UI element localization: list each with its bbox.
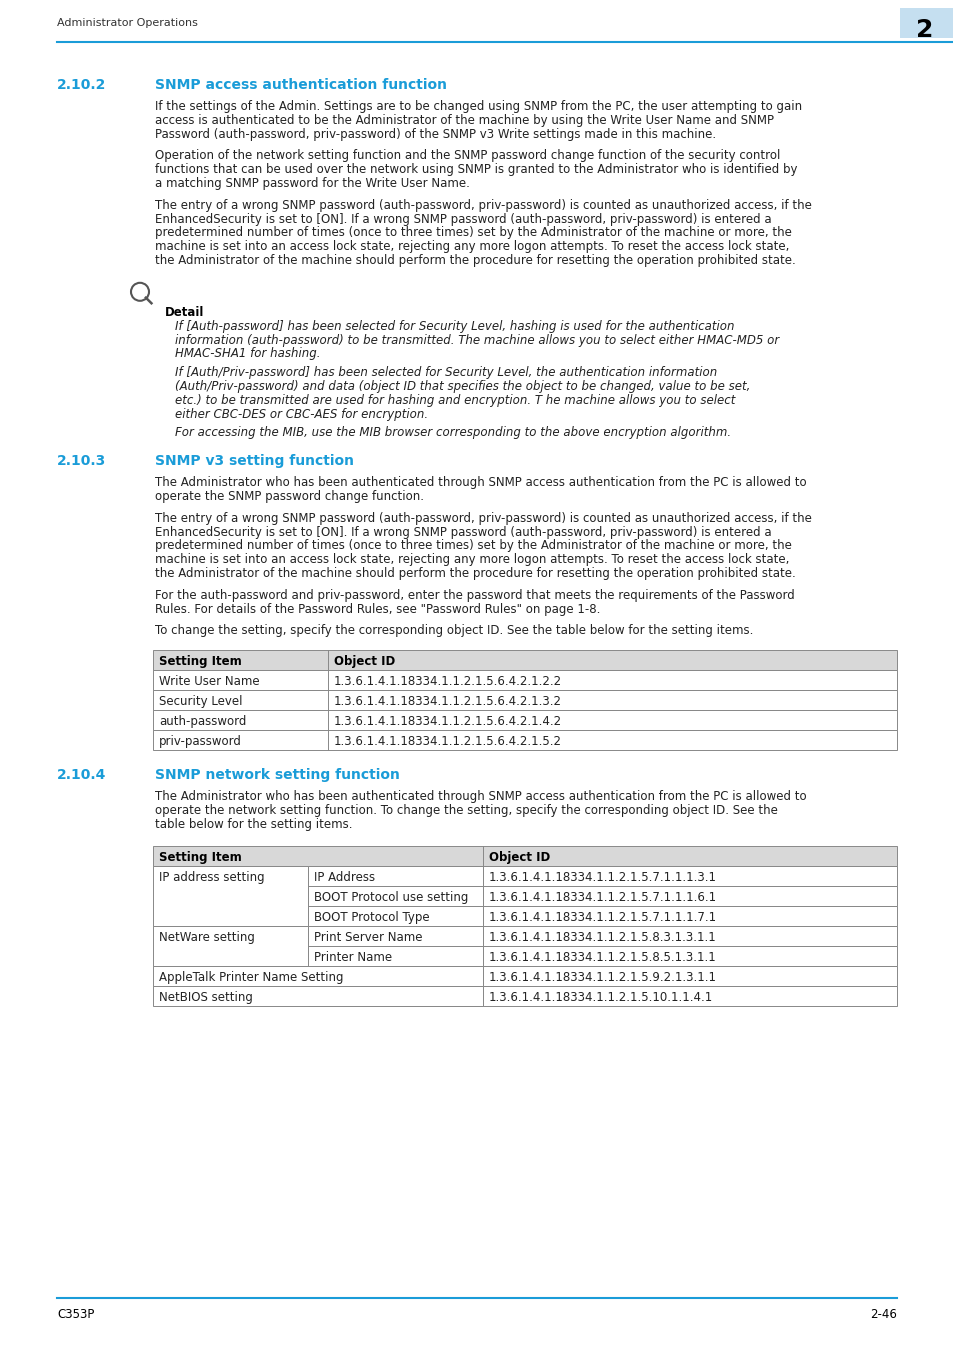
Text: Printer Name: Printer Name <box>314 950 392 964</box>
Bar <box>152 965 482 986</box>
Text: SNMP network setting function: SNMP network setting function <box>154 768 399 782</box>
Bar <box>152 670 896 690</box>
Text: SNMP v3 setting function: SNMP v3 setting function <box>154 454 354 468</box>
Bar <box>308 865 482 886</box>
Text: The entry of a wrong SNMP password (auth-password, priv-password) is counted as : The entry of a wrong SNMP password (auth… <box>154 512 811 525</box>
Text: NetWare setting: NetWare setting <box>159 930 254 944</box>
Text: Object ID: Object ID <box>489 850 550 864</box>
Text: Print Server Name: Print Server Name <box>314 930 422 944</box>
Text: 1.3.6.1.4.1.18334.1.1.2.1.5.7.1.1.1.6.1: 1.3.6.1.4.1.18334.1.1.2.1.5.7.1.1.1.6.1 <box>489 891 717 903</box>
Text: Security Level: Security Level <box>159 695 242 709</box>
Bar <box>308 986 482 1006</box>
Text: 1.3.6.1.4.1.18334.1.1.2.1.5.6.4.2.1.5.2: 1.3.6.1.4.1.18334.1.1.2.1.5.6.4.2.1.5.2 <box>334 736 561 748</box>
Text: Password (auth-password, priv-password) of the SNMP v3 Write settings made in th: Password (auth-password, priv-password) … <box>154 128 716 140</box>
Text: Setting Item: Setting Item <box>159 655 241 668</box>
Text: 2: 2 <box>915 18 933 42</box>
Text: auth-password: auth-password <box>159 716 246 728</box>
Text: NetBIOS setting: NetBIOS setting <box>159 991 253 1003</box>
Text: Operation of the network setting function and the SNMP password change function : Operation of the network setting functio… <box>154 150 780 162</box>
Text: a matching SNMP password for the Write User Name.: a matching SNMP password for the Write U… <box>154 177 470 190</box>
Text: etc.) to be transmitted are used for hashing and encryption. T he machine allows: etc.) to be transmitted are used for has… <box>174 394 735 406</box>
Text: EnhancedSecurity is set to [ON]. If a wrong SNMP password (auth-password, priv-p: EnhancedSecurity is set to [ON]. If a wr… <box>154 212 771 225</box>
Bar <box>482 906 896 926</box>
Text: (Auth/Priv-password) and data (object ID that specifies the object to be changed: (Auth/Priv-password) and data (object ID… <box>174 379 750 393</box>
Bar <box>482 865 896 886</box>
Text: machine is set into an access lock state, rejecting any more logon attempts. To : machine is set into an access lock state… <box>154 554 788 566</box>
Text: If [Auth-password] has been selected for Security Level, hashing is used for the: If [Auth-password] has been selected for… <box>174 320 734 333</box>
Text: functions that can be used over the network using SNMP is granted to the Adminis: functions that can be used over the netw… <box>154 163 797 177</box>
Bar <box>308 926 482 945</box>
Bar <box>482 965 896 986</box>
Bar <box>152 865 308 926</box>
Bar <box>482 945 896 965</box>
Bar <box>152 710 896 730</box>
Text: access is authenticated to be the Administrator of the machine by using the Writ: access is authenticated to be the Admini… <box>154 113 773 127</box>
Text: Administrator Operations: Administrator Operations <box>57 18 197 28</box>
Text: 2-46: 2-46 <box>869 1308 896 1322</box>
Text: The Administrator who has been authenticated through SNMP access authentication : The Administrator who has been authentic… <box>154 477 806 489</box>
Text: 2.10.2: 2.10.2 <box>57 78 107 92</box>
Text: The entry of a wrong SNMP password (auth-password, priv-password) is counted as : The entry of a wrong SNMP password (auth… <box>154 198 811 212</box>
Bar <box>152 986 482 1006</box>
Bar <box>482 926 896 945</box>
Text: 1.3.6.1.4.1.18334.1.1.2.1.5.8.3.1.3.1.1: 1.3.6.1.4.1.18334.1.1.2.1.5.8.3.1.3.1.1 <box>489 930 716 944</box>
Text: Detail: Detail <box>165 306 204 319</box>
Text: Rules. For details of the Password Rules, see "Password Rules" on page 1-8.: Rules. For details of the Password Rules… <box>154 602 599 616</box>
Text: priv-password: priv-password <box>159 736 242 748</box>
Bar <box>482 886 896 906</box>
Text: 1.3.6.1.4.1.18334.1.1.2.1.5.10.1.1.4.1: 1.3.6.1.4.1.18334.1.1.2.1.5.10.1.1.4.1 <box>489 991 713 1003</box>
Text: 1.3.6.1.4.1.18334.1.1.2.1.5.7.1.1.1.3.1: 1.3.6.1.4.1.18334.1.1.2.1.5.7.1.1.1.3.1 <box>489 871 717 884</box>
Text: IP Address: IP Address <box>314 871 375 884</box>
Bar <box>152 845 896 865</box>
Text: IP address setting: IP address setting <box>159 871 264 884</box>
Text: predetermined number of times (once to three times) set by the Administrator of : predetermined number of times (once to t… <box>154 227 791 239</box>
Text: If the settings of the Admin. Settings are to be changed using SNMP from the PC,: If the settings of the Admin. Settings a… <box>154 100 801 113</box>
Bar <box>152 651 896 670</box>
Text: The Administrator who has been authenticated through SNMP access authentication : The Administrator who has been authentic… <box>154 790 806 803</box>
Text: operate the SNMP password change function.: operate the SNMP password change functio… <box>154 490 423 504</box>
Bar <box>482 986 896 1006</box>
Bar <box>308 965 482 986</box>
Text: machine is set into an access lock state, rejecting any more logon attempts. To : machine is set into an access lock state… <box>154 240 788 254</box>
Text: the Administrator of the machine should perform the procedure for resetting the : the Administrator of the machine should … <box>154 567 795 580</box>
Text: 1.3.6.1.4.1.18334.1.1.2.1.5.6.4.2.1.2.2: 1.3.6.1.4.1.18334.1.1.2.1.5.6.4.2.1.2.2 <box>334 675 561 688</box>
Text: 2.10.4: 2.10.4 <box>57 768 107 782</box>
Text: For the auth-password and priv-password, enter the password that meets the requi: For the auth-password and priv-password,… <box>154 589 794 602</box>
Text: EnhancedSecurity is set to [ON]. If a wrong SNMP password (auth-password, priv-p: EnhancedSecurity is set to [ON]. If a wr… <box>154 525 771 539</box>
Text: Write User Name: Write User Name <box>159 675 259 688</box>
Text: either CBC-DES or CBC-AES for encryption.: either CBC-DES or CBC-AES for encryption… <box>174 408 428 421</box>
Text: 1.3.6.1.4.1.18334.1.1.2.1.5.8.5.1.3.1.1: 1.3.6.1.4.1.18334.1.1.2.1.5.8.5.1.3.1.1 <box>489 950 716 964</box>
Text: information (auth-password) to be transmitted. The machine allows you to select : information (auth-password) to be transm… <box>174 333 779 347</box>
Text: AppleTalk Printer Name Setting: AppleTalk Printer Name Setting <box>159 971 343 984</box>
Bar <box>152 730 896 751</box>
Bar <box>308 945 482 965</box>
Text: C353P: C353P <box>57 1308 94 1322</box>
Text: For accessing the MIB, use the MIB browser corresponding to the above encryption: For accessing the MIB, use the MIB brows… <box>174 427 730 439</box>
Text: HMAC-SHA1 for hashing.: HMAC-SHA1 for hashing. <box>174 347 320 360</box>
Text: If [Auth/Priv-password] has been selected for Security Level, the authentication: If [Auth/Priv-password] has been selecte… <box>174 366 717 379</box>
Text: the Administrator of the machine should perform the procedure for resetting the : the Administrator of the machine should … <box>154 254 795 267</box>
Text: SNMP access authentication function: SNMP access authentication function <box>154 78 447 92</box>
Text: Setting Item: Setting Item <box>159 850 241 864</box>
Bar <box>308 906 482 926</box>
Text: 1.3.6.1.4.1.18334.1.1.2.1.5.7.1.1.1.7.1: 1.3.6.1.4.1.18334.1.1.2.1.5.7.1.1.1.7.1 <box>489 911 717 923</box>
Text: predetermined number of times (once to three times) set by the Administrator of : predetermined number of times (once to t… <box>154 540 791 552</box>
Text: BOOT Protocol Type: BOOT Protocol Type <box>314 911 429 923</box>
Text: 1.3.6.1.4.1.18334.1.1.2.1.5.9.2.1.3.1.1: 1.3.6.1.4.1.18334.1.1.2.1.5.9.2.1.3.1.1 <box>489 971 717 984</box>
Text: 2.10.3: 2.10.3 <box>57 454 106 468</box>
Text: operate the network setting function. To change the setting, specify the corresp: operate the network setting function. To… <box>154 805 777 817</box>
Text: table below for the setting items.: table below for the setting items. <box>154 818 352 830</box>
Text: 1.3.6.1.4.1.18334.1.1.2.1.5.6.4.2.1.4.2: 1.3.6.1.4.1.18334.1.1.2.1.5.6.4.2.1.4.2 <box>334 716 561 728</box>
Bar <box>308 886 482 906</box>
Bar <box>152 926 308 965</box>
Text: To change the setting, specify the corresponding object ID. See the table below : To change the setting, specify the corre… <box>154 625 753 637</box>
Text: Object ID: Object ID <box>334 655 395 668</box>
Text: 1.3.6.1.4.1.18334.1.1.2.1.5.6.4.2.1.3.2: 1.3.6.1.4.1.18334.1.1.2.1.5.6.4.2.1.3.2 <box>334 695 561 709</box>
Bar <box>152 690 896 710</box>
Bar <box>899 8 953 38</box>
Text: BOOT Protocol use setting: BOOT Protocol use setting <box>314 891 468 903</box>
